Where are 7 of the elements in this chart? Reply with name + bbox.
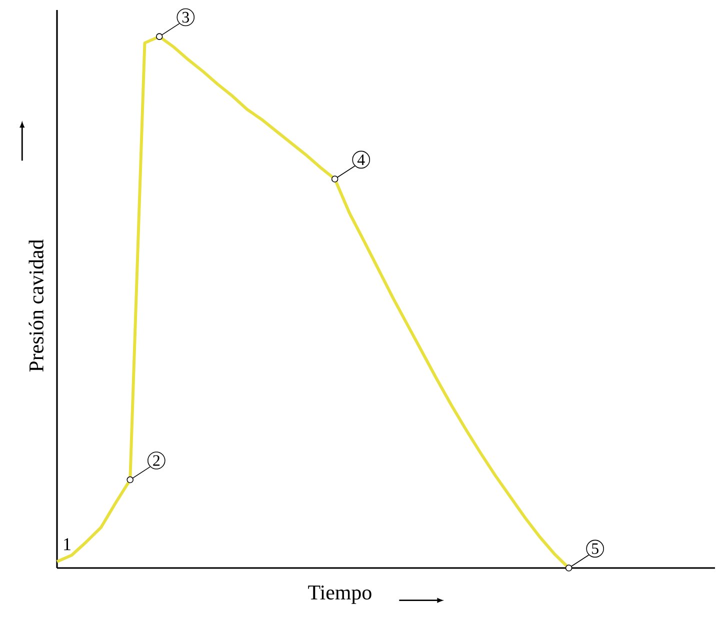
annotation: 2: [153, 455, 160, 466]
text: 3: [182, 12, 190, 23]
y-axis-title: Presión cavidad: [28, 239, 44, 372]
annotation: 4: [357, 154, 365, 165]
x-axis-title: Tiempo: [308, 586, 372, 604]
annotation: 1: [64, 538, 70, 550]
annotation: 5: [592, 543, 598, 554]
